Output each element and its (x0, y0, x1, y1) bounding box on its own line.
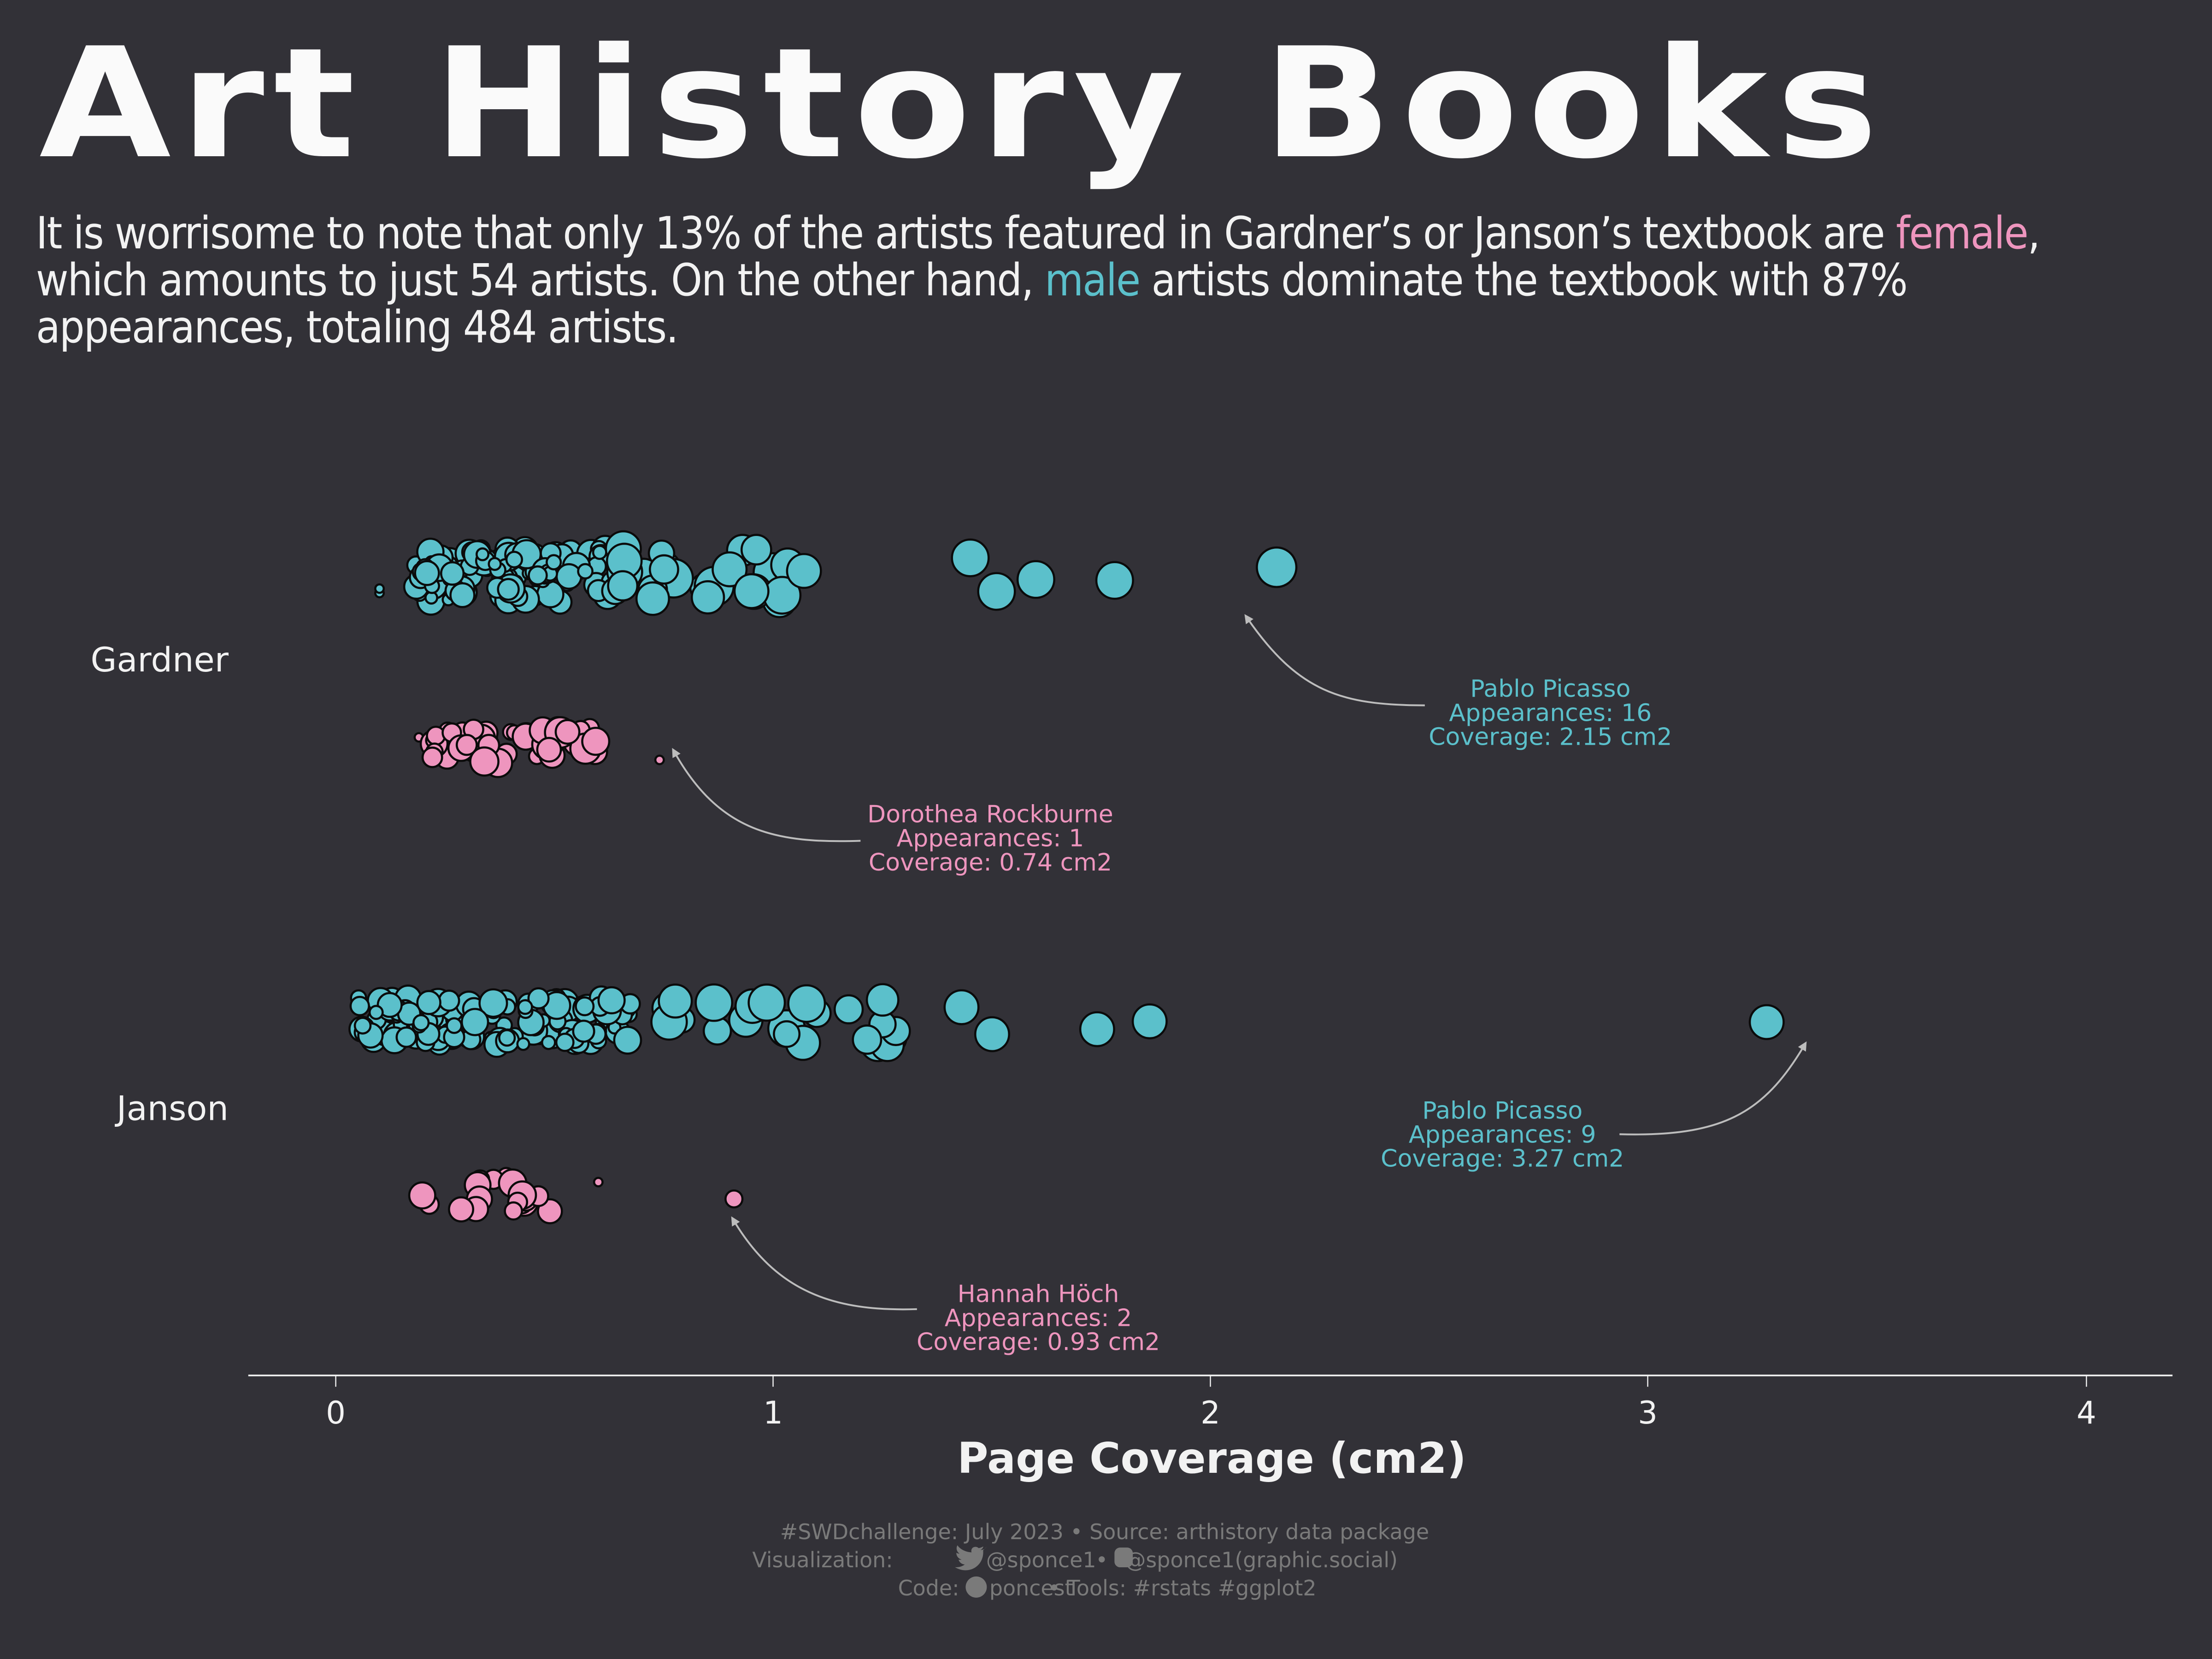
male-highlight: male (1044, 254, 1141, 306)
svg-text:Dorothea Rockburne: Dorothea Rockburne (867, 801, 1113, 829)
arrow-icon (731, 1216, 917, 1311)
mastodon-icon (1114, 1547, 1133, 1568)
svg-text:Coverage: 0.93 cm2: Coverage: 0.93 cm2 (917, 1329, 1160, 1356)
caption-tools: • Tools: #rstats #ggplot2 (1048, 1576, 1317, 1600)
svg-text:Appearances: 9: Appearances: 9 (1409, 1121, 1596, 1149)
annotation-gardner-male: Pablo Picasso Appearances: 16 Coverage: … (1429, 675, 1672, 751)
x-axis-title: Page Coverage (cm2) (957, 1434, 1466, 1483)
x-tick-labels: 0 1 2 3 4 (326, 1394, 2096, 1431)
subtitle-text: artists dominate the textbook with 87% a… (36, 254, 1908, 353)
x-axis-ticks (335, 1375, 2087, 1387)
svg-text:Hannah Höch: Hannah Höch (958, 1281, 1119, 1308)
y-label-janson: Janson (115, 1089, 229, 1129)
female-highlight: female (1896, 207, 2029, 259)
caption-code-label: Code: (898, 1576, 959, 1600)
caption-line-1: #SWDchallenge: July 2023 • Source: arthi… (780, 1519, 1429, 1544)
annotation-janson-female: Hannah Höch Appearances: 2 Coverage: 0.9… (917, 1281, 1160, 1356)
arrow-icon (1244, 614, 1425, 706)
svg-text:1: 1 (763, 1394, 783, 1431)
svg-text:Pablo Picasso: Pablo Picasso (1422, 1097, 1583, 1125)
github-icon (965, 1576, 987, 1598)
svg-text:4: 4 (2077, 1394, 2096, 1431)
svg-text:Coverage: 0.74 cm2: Coverage: 0.74 cm2 (869, 849, 1112, 877)
svg-text:Appearances: 1: Appearances: 1 (897, 825, 1084, 853)
svg-text:Pablo Picasso: Pablo Picasso (1470, 675, 1630, 703)
subtitle-text: , which amounts to just 54 artists. On t… (36, 207, 2040, 306)
svg-text:Coverage: 2.15 cm2: Coverage: 2.15 cm2 (1429, 723, 1672, 751)
svg-text:2: 2 (1200, 1394, 1220, 1431)
chart-title: Art History Books (39, 15, 1888, 192)
svg-text:3: 3 (1638, 1394, 1658, 1431)
janson-female-points (408, 1167, 744, 1224)
arrow-icon (1619, 1041, 1807, 1135)
annotation-janson-male: Pablo Picasso Appearances: 9 Coverage: 3… (1381, 1097, 1624, 1173)
annotation-gardner-female: Dorothea Rockburne Appearances: 1 Covera… (867, 801, 1113, 877)
chart-subtitle: It is worrisome to note that only 13% of… (36, 210, 2156, 351)
gardner-female-points (413, 716, 665, 778)
caption-twitter-handle: @sponce1 (986, 1547, 1096, 1572)
caption-mastodon-handle: @sponce1(graphic.social) (1124, 1547, 1398, 1572)
janson-male-points (348, 983, 1785, 1062)
svg-text:0: 0 (326, 1394, 346, 1431)
twitter-icon (955, 1545, 987, 1571)
svg-text:•: • (1095, 1547, 1108, 1572)
svg-text:Appearances: 16: Appearances: 16 (1449, 699, 1652, 727)
arrow-icon (672, 747, 861, 842)
caption: #SWDchallenge: July 2023 • Source: arthi… (752, 1519, 1429, 1600)
caption-github-handle: poncest (989, 1576, 1073, 1600)
caption-visualization-label: Visualization: (752, 1547, 893, 1572)
svg-text:Appearances: 2: Appearances: 2 (945, 1305, 1132, 1332)
svg-text:Coverage: 3.27 cm2: Coverage: 3.27 cm2 (1381, 1145, 1624, 1173)
y-label-gardner: Gardner (90, 641, 229, 680)
gardner-male-points (374, 530, 1298, 618)
subtitle-text: It is worrisome to note that only 13% of… (36, 207, 1896, 259)
